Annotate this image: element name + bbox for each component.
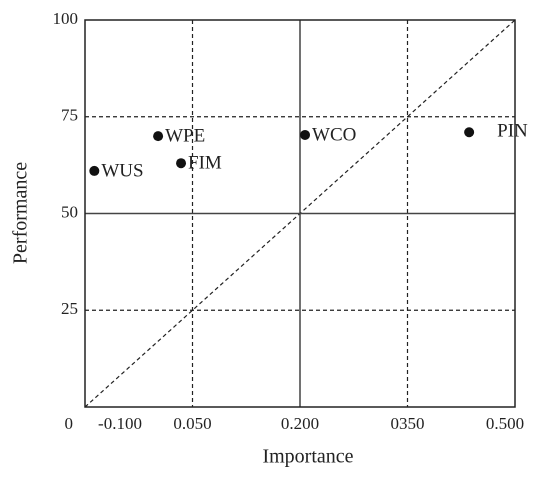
point-label: WUS [101, 160, 143, 181]
y-tick-label: 0 [65, 414, 74, 433]
point-label: WPE [165, 125, 205, 146]
point-label: FIM [188, 153, 222, 174]
y-tick-label: 75 [61, 106, 78, 125]
data-point [89, 165, 100, 176]
y-axis-title: Performance [10, 162, 32, 264]
data-point [300, 129, 311, 140]
y-tick-label: 100 [53, 9, 79, 28]
x-tick-label: -0.100 [98, 414, 142, 433]
data-point [153, 131, 164, 142]
x-tick-label: 0.050 [173, 414, 211, 433]
y-tick-label: 50 [61, 202, 78, 221]
x-tick-label: 0350 [391, 414, 425, 433]
x-tick-label: 0.500 [486, 414, 524, 433]
point-label: WCO [312, 124, 356, 145]
data-point [176, 158, 187, 169]
y-tick-label: 25 [61, 299, 78, 318]
x-tick-label: 0.200 [281, 414, 319, 433]
data-point [464, 127, 475, 138]
plot-frame [84, 19, 516, 408]
x-axis-title: Importance [262, 446, 353, 468]
point-label: PIN [497, 121, 528, 142]
